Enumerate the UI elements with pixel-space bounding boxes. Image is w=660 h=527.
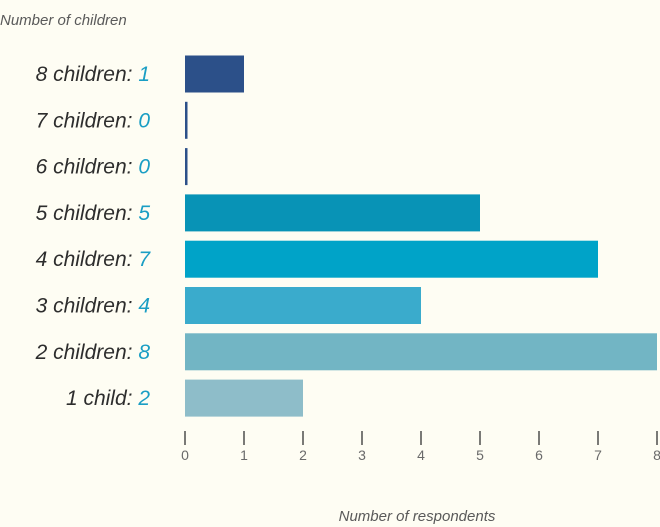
data-label: 8 [138,341,150,364]
category-name: 8 children: [36,63,139,86]
category-label: 3 children: 4 [36,295,150,318]
data-label: 7 [138,248,151,271]
bar-1 [185,55,244,93]
x-tick-label: 7 [594,447,602,463]
category-label: 5 children: 5 [36,202,151,225]
x-tick-label: 3 [358,447,366,463]
bar-3 [185,148,188,186]
x-tick-label: 2 [299,447,307,463]
x-tick-label: 1 [240,447,248,463]
data-label: 0 [138,156,150,179]
bars [185,55,657,417]
data-label: 2 [137,387,150,410]
x-axis: 0 1 2 3 4 5 6 7 8 [181,431,660,463]
category-label: 1 child: 2 [66,387,150,410]
bar-4 [185,194,480,232]
category-name: 2 children: [35,341,139,364]
category-label: 6 children: 0 [36,156,151,179]
category-name: 7 children: [36,109,139,132]
bar-2 [185,101,188,139]
category-name: 4 children: [36,248,139,271]
category-name: 6 children: [36,156,139,179]
bar-6 [185,287,421,324]
category-name: 3 children: [36,295,139,318]
data-label: 0 [138,109,150,132]
bar-7 [185,333,657,371]
category-label: 7 children: 0 [36,109,151,132]
category-name: 5 children: [36,202,139,225]
x-tick-label: 0 [181,447,189,463]
bar-5 [185,240,598,278]
category-labels: 8 children: 17 children: 06 children: 05… [35,63,152,410]
x-tick-label: 4 [417,447,425,463]
category-label: 8 children: 1 [36,63,150,86]
data-label: 1 [138,63,150,86]
y-axis-title: Number of children [0,12,127,29]
x-tick-label: 8 [653,447,660,463]
x-tick-label: 6 [535,447,543,463]
x-tick-label: 5 [476,447,484,463]
category-label: 4 children: 7 [36,248,152,271]
category-label: 2 children: 8 [35,341,151,364]
data-label: 5 [138,202,150,225]
category-name: 1 child: [66,387,138,410]
bar-8 [185,379,303,417]
data-label: 4 [138,295,150,318]
x-axis-title: Number of respondents [339,508,496,525]
